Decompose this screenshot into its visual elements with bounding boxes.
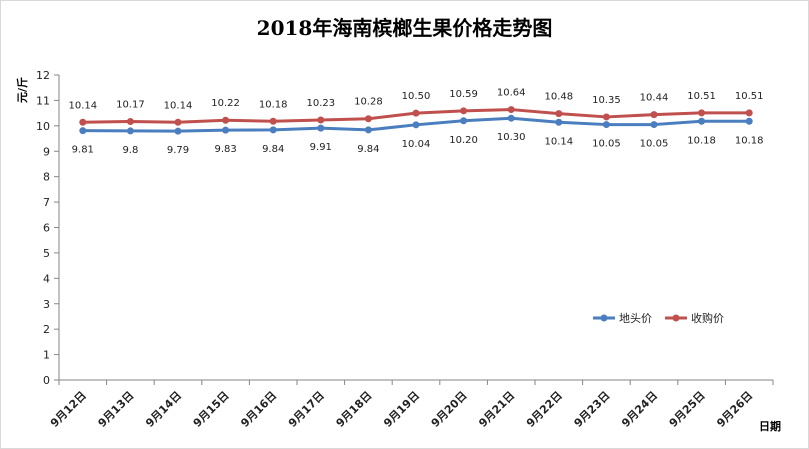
y-tick-label: 2	[43, 323, 50, 336]
y-tick-label: 0	[43, 374, 50, 387]
data-point	[460, 107, 468, 115]
data-point	[364, 126, 372, 134]
data-label: 10.20	[449, 135, 478, 146]
y-tick-label: 7	[43, 196, 50, 209]
data-point	[650, 121, 658, 129]
data-point	[698, 109, 706, 117]
data-point	[507, 114, 515, 122]
data-label: 10.51	[687, 91, 716, 102]
data-label: 10.44	[640, 93, 669, 104]
data-point	[222, 116, 230, 124]
x-tick-label: 9月21日	[476, 389, 517, 430]
data-label: 10.35	[592, 95, 621, 106]
data-point	[412, 121, 420, 129]
legend-swatch-marker	[672, 314, 680, 322]
x-tick-label: 9月12日	[48, 389, 89, 430]
data-point	[745, 117, 753, 125]
y-tick-label: 11	[36, 94, 50, 107]
chart-title: 2018年海南槟榔生果价格走势图	[256, 16, 553, 40]
data-label: 9.81	[72, 145, 94, 156]
data-point	[174, 118, 182, 126]
x-axis-label: 日期	[759, 419, 781, 433]
y-tick-label: 1	[43, 349, 50, 362]
data-label: 10.22	[211, 98, 240, 109]
data-point	[126, 127, 134, 135]
data-label: 9.79	[167, 145, 189, 156]
data-point	[269, 117, 277, 125]
x-tick-label: 9月23日	[572, 389, 613, 430]
data-label: 10.14	[68, 100, 97, 111]
data-point	[745, 109, 753, 117]
x-tick-label: 9月15日	[191, 389, 232, 430]
data-point	[698, 117, 706, 125]
data-label: 10.59	[449, 89, 478, 100]
x-tick-label: 9月18日	[334, 389, 375, 430]
data-point	[364, 115, 372, 123]
data-label: 10.14	[164, 100, 193, 111]
data-label: 10.14	[544, 136, 573, 147]
x-tick-label: 9月19日	[381, 389, 422, 430]
x-tick-label: 9月26日	[714, 389, 755, 430]
y-tick-label: 6	[43, 222, 50, 235]
data-label: 10.18	[687, 135, 716, 146]
data-point	[460, 117, 468, 125]
data-label: 9.8	[122, 145, 138, 156]
data-label: 9.91	[310, 142, 332, 153]
data-label: 10.18	[259, 99, 288, 110]
data-point	[317, 124, 325, 132]
data-point	[269, 126, 277, 134]
x-tick-label: 9月25日	[667, 389, 708, 430]
x-tick-label: 9月13日	[96, 389, 137, 430]
y-tick-label: 4	[43, 272, 50, 285]
legend-label: 地头价	[619, 312, 652, 325]
data-label: 10.18	[735, 135, 764, 146]
y-axis-label: 元/斤	[15, 77, 29, 103]
y-tick-label: 9	[43, 145, 50, 158]
data-point	[650, 111, 658, 119]
legend-label: 收购价	[691, 311, 724, 325]
data-label: 10.05	[592, 139, 621, 150]
data-label: 10.17	[116, 100, 145, 111]
data-label: 10.50	[402, 91, 431, 102]
data-point	[555, 118, 563, 126]
data-label: 10.28	[354, 97, 383, 108]
data-label: 10.05	[640, 139, 669, 150]
data-point	[555, 110, 563, 118]
data-point	[602, 121, 610, 129]
data-label: 9.84	[262, 144, 284, 155]
data-point	[317, 116, 325, 124]
x-tick-label: 9月16日	[238, 389, 279, 430]
data-label: 10.23	[306, 98, 335, 109]
x-tick-label: 9月14日	[143, 389, 184, 430]
data-point	[222, 126, 230, 134]
x-tick-label: 9月20日	[429, 389, 470, 430]
data-label: 10.48	[544, 92, 573, 103]
y-tick-label: 10	[36, 120, 50, 133]
x-tick-label: 9月22日	[524, 389, 565, 430]
data-label: 10.51	[735, 91, 764, 102]
y-tick-label: 8	[43, 171, 50, 184]
data-point	[79, 127, 87, 135]
data-label: 10.64	[497, 88, 526, 99]
y-tick-label: 12	[36, 69, 50, 82]
data-point	[412, 109, 420, 117]
data-label: 9.84	[357, 144, 379, 155]
data-point	[126, 118, 134, 126]
data-point	[602, 113, 610, 121]
data-label: 9.83	[214, 144, 236, 155]
x-tick-label: 9月24日	[619, 389, 660, 430]
data-point	[174, 127, 182, 135]
data-point	[79, 118, 87, 126]
y-tick-label: 5	[43, 247, 50, 260]
data-point	[507, 106, 515, 114]
x-tick-label: 9月17日	[286, 389, 327, 430]
legend-swatch-marker	[600, 314, 608, 322]
y-tick-label: 3	[43, 298, 50, 311]
data-label: 10.04	[402, 139, 431, 150]
data-label: 10.30	[497, 132, 526, 143]
